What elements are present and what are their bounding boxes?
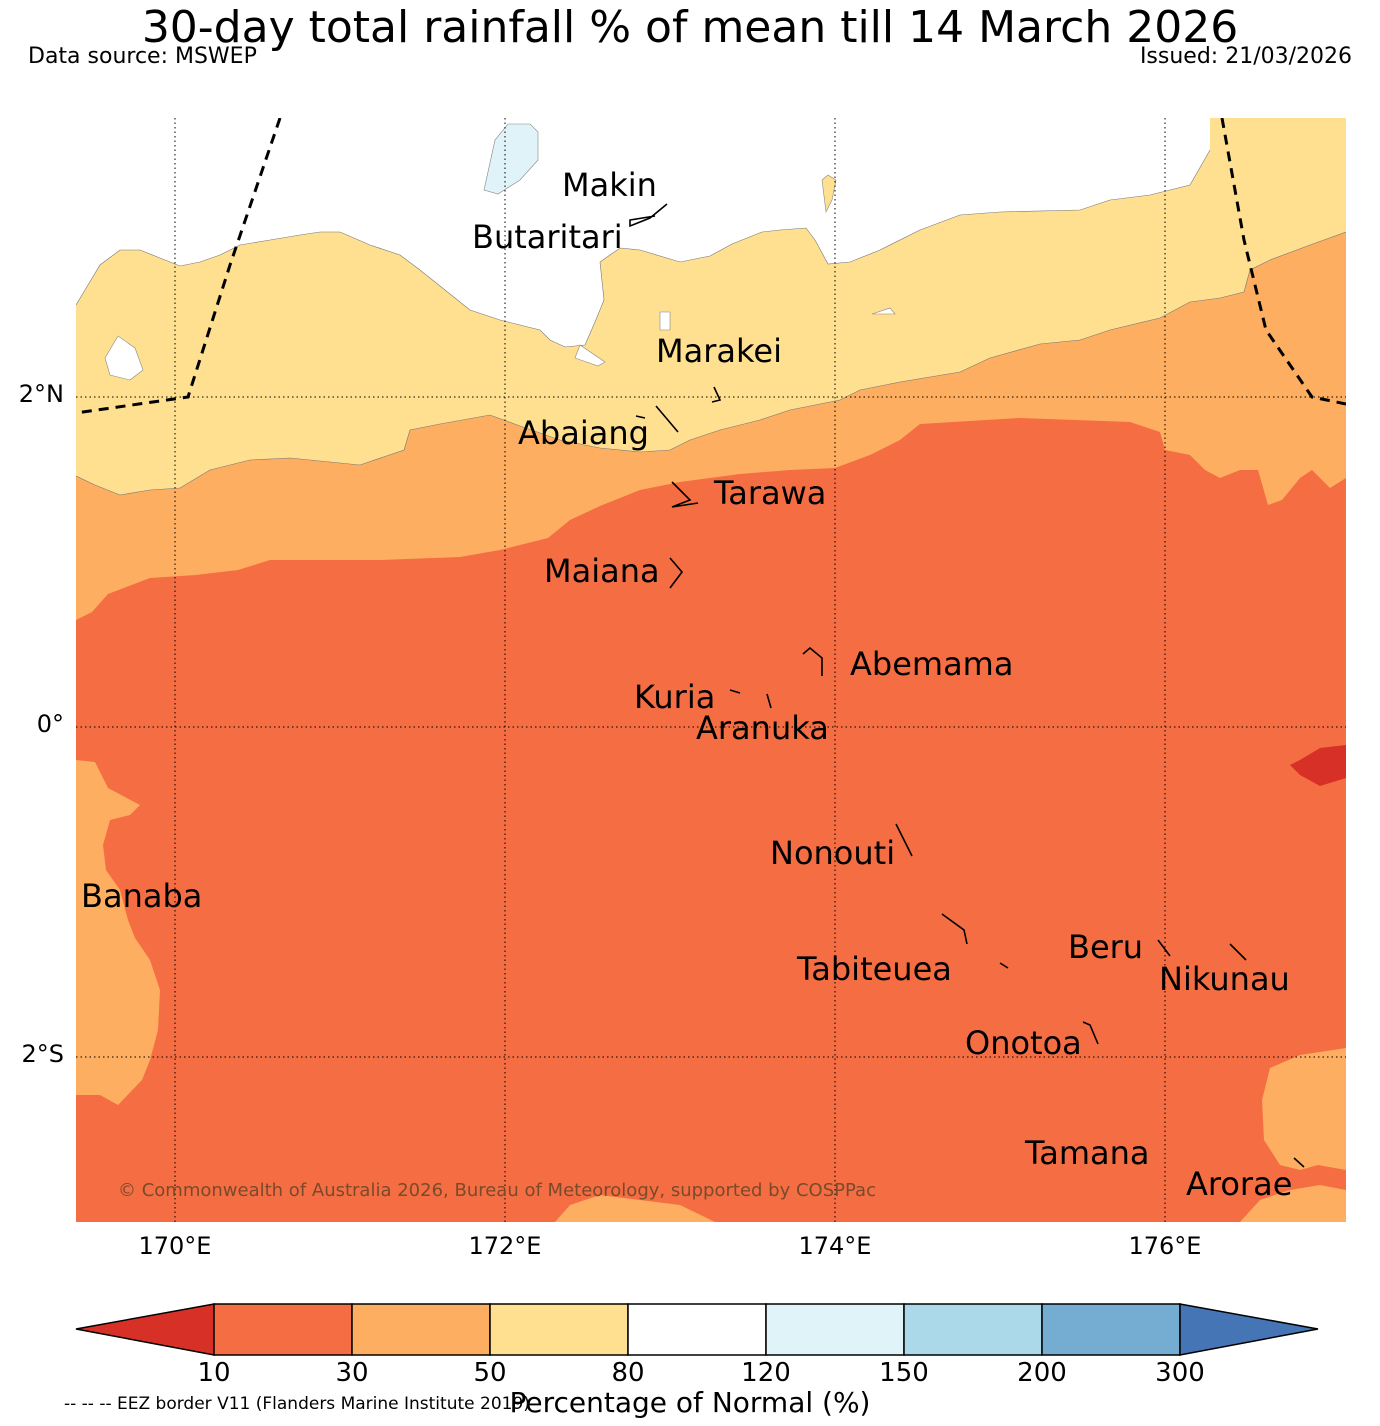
lon-label-176e: 176°E <box>1128 1232 1202 1260</box>
band-below-10 <box>1290 745 1346 786</box>
place-label-banaba: Banaba <box>81 877 203 915</box>
band-80-120-north <box>76 118 1210 347</box>
graticule <box>76 118 1346 1222</box>
place-label-tamana: Tamana <box>1025 1134 1150 1172</box>
lon-label-174e: 174°E <box>798 1232 872 1260</box>
band-80-120-hole-west <box>104 335 144 381</box>
lat-label-2n: 2°N <box>18 380 64 408</box>
lat-label-equator: 0° <box>36 710 64 738</box>
colorbar-segment-50-80 <box>489 1303 629 1356</box>
colorbar-segment-30-50 <box>351 1303 491 1356</box>
island-outlines <box>629 203 1305 1168</box>
colorbar-tick-120: 120 <box>741 1358 791 1388</box>
place-label-beru: Beru <box>1068 928 1144 966</box>
issued-date-label: Issued: 21/03/2026 <box>1139 44 1352 69</box>
colorbar-segment-120-150 <box>765 1303 905 1356</box>
lon-label-170e: 170°E <box>138 1232 212 1260</box>
colorbar-tick-200: 200 <box>1017 1358 1067 1388</box>
colorbar-tick-30: 30 <box>335 1358 369 1388</box>
band-80-120-hole-small <box>574 344 606 367</box>
colorbar-segment-below-10 <box>75 1303 215 1356</box>
colorbar-segment-80-120 <box>627 1303 767 1356</box>
colorbar-tick-10: 10 <box>197 1358 231 1388</box>
map-title: 30-day total rainfall % of mean till 14 … <box>141 2 1239 53</box>
colorbar-title: Percentage of Normal (%) <box>509 1386 871 1419</box>
place-label-maiana: Maiana <box>544 552 660 590</box>
band-30-50-southeast-lower <box>1240 1185 1346 1222</box>
colorbar-tick-300: 300 <box>1155 1358 1205 1388</box>
band-30-50-south <box>555 1195 715 1222</box>
band-50-80-islet <box>821 174 837 214</box>
colorbar-segment-10-30 <box>213 1303 353 1356</box>
eez-legend-note: -- -- -- EEZ border V11 (Flanders Marine… <box>64 1394 530 1414</box>
place-label-onotoa: Onotoa <box>965 1024 1082 1062</box>
data-source-label: Data source: MSWEP <box>28 44 257 69</box>
place-label-aranuka: Aranuka <box>696 709 829 747</box>
place-label-makin: Makin <box>562 166 657 204</box>
colorbar-tick-50: 50 <box>473 1358 507 1388</box>
colorbar-segment-above-300 <box>1179 1303 1319 1356</box>
band-30-50-southeast <box>1262 1048 1346 1170</box>
place-label-butaritari: Butaritari <box>472 218 623 256</box>
rainfall-map <box>76 118 1346 1222</box>
place-label-nikunau: Nikunau <box>1159 960 1290 998</box>
place-label-nonouti: Nonouti <box>770 834 896 872</box>
place-label-tabiteuea: Tabiteuea <box>797 950 952 988</box>
place-label-arorae: Arorae <box>1186 1165 1293 1203</box>
band-80-120-hole-mid <box>659 311 671 331</box>
copyright-notice: © Commonwealth of Australia 2026, Bureau… <box>118 1180 876 1201</box>
lat-label-2s: 2°S <box>21 1040 64 1068</box>
band-30-50-west <box>76 760 160 1105</box>
colorbar-tick-150: 150 <box>879 1358 929 1388</box>
place-label-kuria: Kuria <box>634 678 716 716</box>
place-label-tarawa: Tarawa <box>714 474 827 512</box>
colorbar-segment-200-300 <box>1041 1303 1181 1356</box>
band-80-120-hole-east <box>871 307 896 315</box>
eez-border <box>76 118 1346 415</box>
band-120-150-patch <box>483 123 539 195</box>
lon-label-172e: 172°E <box>468 1232 542 1260</box>
place-label-abemama: Abemama <box>850 645 1014 683</box>
place-label-abaiang: Abaiang <box>518 414 649 452</box>
place-label-marakei: Marakei <box>656 332 782 370</box>
colorbar-segment-150-200 <box>903 1303 1043 1356</box>
colorbar-tick-80: 80 <box>611 1358 645 1388</box>
